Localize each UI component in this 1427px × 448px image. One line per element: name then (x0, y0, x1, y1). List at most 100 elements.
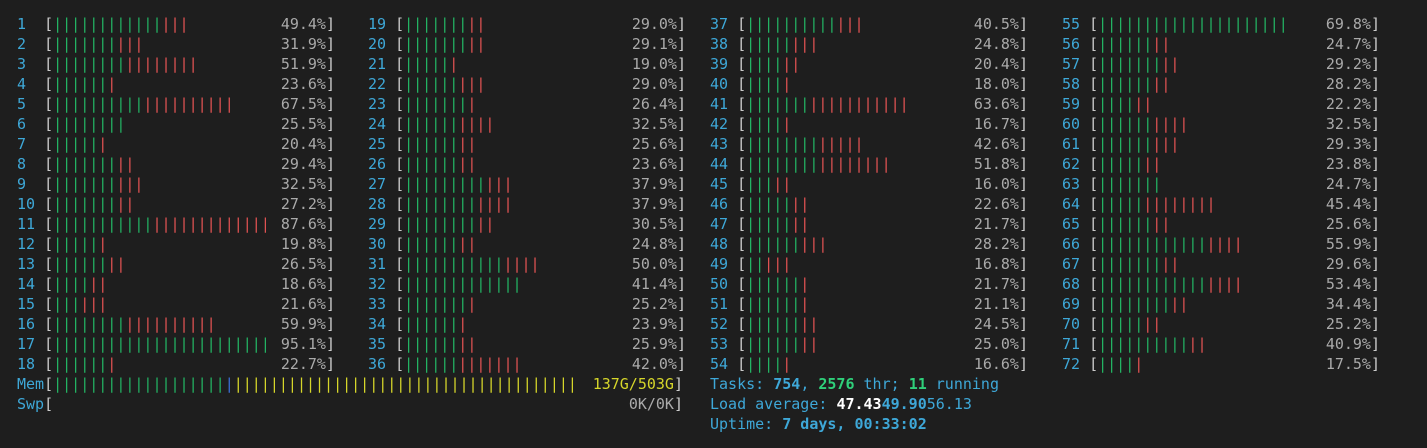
bracket: ] (1018, 55, 1028, 73)
cpu-id: 39 (710, 55, 729, 73)
bar-system: ||| (836, 15, 864, 33)
bar-system: | (467, 295, 477, 313)
bar-user: |||||||| (746, 135, 819, 153)
thr-label: thr; (854, 375, 909, 393)
bar-system: || (1152, 215, 1171, 233)
bracket: ] (325, 275, 335, 293)
bar-user: ||||||| (404, 295, 468, 313)
cpu-meter: 15[|||||| 21.6%] (17, 294, 335, 314)
cpu-percent: 21.7% (973, 215, 1019, 233)
cpu-percent: 28.2% (973, 235, 1019, 253)
bar-system: | (782, 115, 792, 133)
bar-user: |||||| (746, 275, 801, 293)
cpu-meter: 62[||||||| 23.8%] (1062, 154, 1380, 174)
cpu-id: 11 (17, 215, 36, 233)
bracket: ] (1370, 175, 1380, 193)
cpu-percent: 26.5% (280, 255, 326, 273)
bracket: [ (1089, 175, 1099, 193)
bar-system: | (1134, 355, 1144, 373)
cpu-meter: 33[|||||||| 25.2%] (368, 294, 686, 314)
cpu-id: 49 (710, 255, 729, 273)
cpu-bar: ||||||| (53, 74, 281, 94)
bracket: [ (737, 115, 747, 133)
bracket: [ (1089, 255, 1099, 273)
bar-system: | (800, 295, 810, 313)
bracket: [ (44, 315, 54, 333)
bar-user: |||||| (404, 115, 459, 133)
cpu-id: 46 (710, 195, 729, 213)
bracket: ] (1370, 95, 1380, 113)
bar-system: |||||||||| (143, 95, 234, 113)
bracket: [ (1089, 15, 1099, 33)
bar-system: || (1134, 95, 1153, 113)
bar-user: |||||| (1098, 35, 1153, 53)
cpu-percent: 59.9% (280, 315, 326, 333)
cpu-percent: 22.6% (973, 195, 1019, 213)
cpu-bar: ||||||||||||| (404, 354, 632, 374)
cpu-percent: 45.4% (1325, 195, 1371, 213)
cpu-meter: 60[|||||||||| 32.5%] (1062, 114, 1380, 134)
bar-user: |||||| (404, 135, 459, 153)
bracket: [ (1089, 315, 1099, 333)
bar-user: ||||||| (746, 95, 810, 113)
cpu-bar: ||||||| (404, 314, 632, 334)
cpu-bar: ||||||||||||||||||||| (1098, 14, 1326, 34)
cpu-meter: 48[||||||||| 28.2%] (710, 234, 1028, 254)
bar-user: |||||||||||||||||||||||| (53, 335, 270, 353)
bracket: [ (1089, 195, 1099, 213)
cpu-id: 56 (1062, 35, 1081, 53)
bar-user: |||||| (404, 355, 459, 373)
bracket: ] (1018, 235, 1028, 253)
cpu-bar: |||||||| (404, 234, 632, 254)
bar-system: | (782, 355, 792, 373)
bar-user: |||||||| (1098, 295, 1171, 313)
bar-user: ||||||| (53, 35, 117, 53)
bar-system: |||| (476, 195, 513, 213)
cpu-meter: 45[||||| 16.0%] (710, 174, 1028, 194)
bar-user: ||||||| (404, 95, 468, 113)
cpu-percent: 24.7% (1325, 175, 1371, 193)
bar-user: ||||||| (1098, 55, 1162, 73)
bracket: [ (395, 295, 405, 313)
cpu-meter: 50[||||||| 21.7%] (710, 274, 1028, 294)
cpu-bar: |||||||||||||||| (53, 54, 281, 74)
task-count: 754 (773, 375, 801, 393)
cpu-meter: 11[|||||||||||||||||||||||| 87.6%] (17, 214, 335, 234)
cpu-percent: 20.4% (973, 55, 1019, 73)
bracket: [ (395, 275, 405, 293)
bar-system: | (782, 75, 792, 93)
cpu-percent: 22.2% (1325, 95, 1371, 113)
bar-system: ||| (764, 255, 792, 273)
cpu-bar: |||||||||||| (404, 174, 632, 194)
cpu-id: 21 (368, 55, 387, 73)
bar-system: | (449, 55, 459, 73)
bracket: ] (325, 235, 335, 253)
bar-system: ||| (116, 175, 144, 193)
bar-user: |||| (746, 55, 783, 73)
cpu-bar: |||||||||| (1098, 294, 1326, 314)
cpu-percent: 49.4% (280, 15, 326, 33)
bracket: ] (1370, 155, 1380, 173)
cpu-percent: 23.8% (1325, 155, 1371, 173)
bracket: ] (1018, 155, 1028, 173)
bracket: ] (676, 115, 686, 133)
cpu-percent: 24.8% (973, 35, 1019, 53)
bar-system: || (1143, 315, 1162, 333)
bar-user: |||||||| (404, 195, 477, 213)
cpu-meter: 24[|||||||||| 32.5%] (368, 114, 686, 134)
cpu-id: 59 (1062, 95, 1081, 113)
bracket: ] (325, 115, 335, 133)
cpu-percent: 29.6% (1325, 255, 1371, 273)
bar-user: |||||||| (53, 55, 126, 73)
cpu-percent: 21.6% (280, 295, 326, 313)
cpu-percent: 67.5% (280, 95, 326, 113)
uptime-label: Uptime: (710, 415, 783, 433)
cpu-id: 72 (1062, 355, 1081, 373)
cpu-bar: |||||| (1098, 94, 1326, 114)
cpu-meter: 47[||||||| 21.7%] (710, 214, 1028, 234)
bracket: [ (737, 175, 747, 193)
cpu-percent: 42.0% (631, 355, 677, 373)
bar-user: |||||||| (746, 155, 819, 173)
bracket: ] (676, 135, 686, 153)
bracket: ] (1370, 135, 1380, 153)
